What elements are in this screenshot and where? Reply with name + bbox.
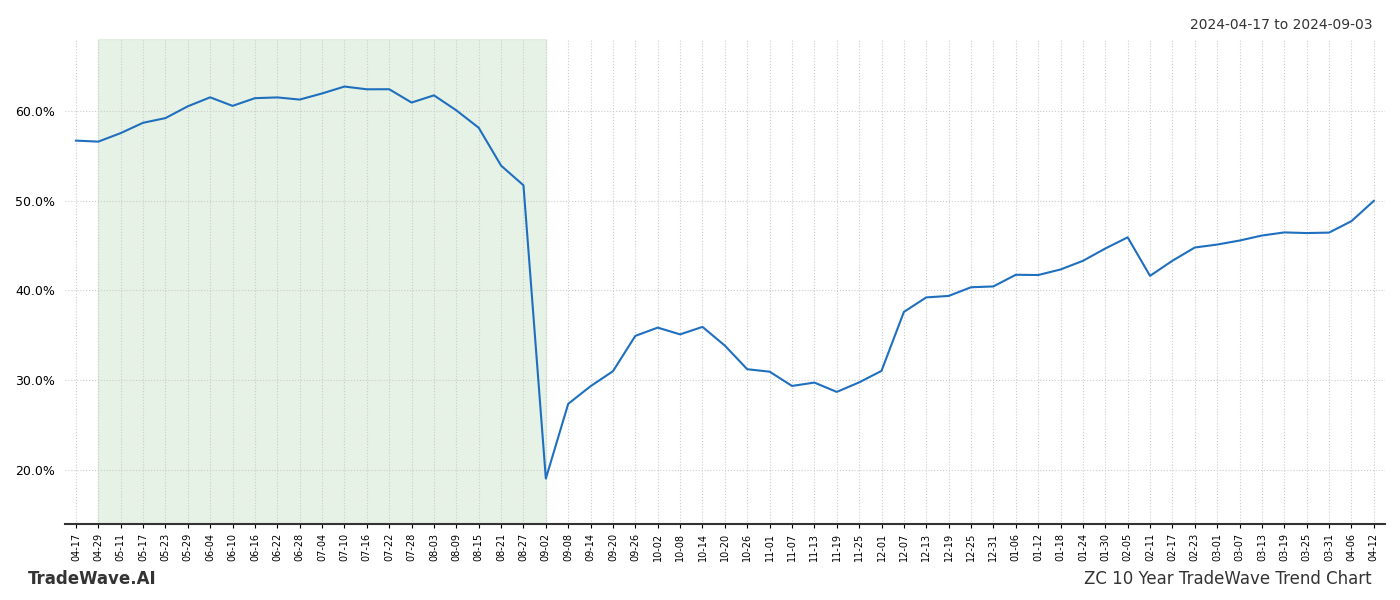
Text: 2024-04-17 to 2024-09-03: 2024-04-17 to 2024-09-03 <box>1190 18 1372 32</box>
Bar <box>98 39 546 524</box>
Text: ZC 10 Year TradeWave Trend Chart: ZC 10 Year TradeWave Trend Chart <box>1085 570 1372 588</box>
Text: TradeWave.AI: TradeWave.AI <box>28 570 157 588</box>
